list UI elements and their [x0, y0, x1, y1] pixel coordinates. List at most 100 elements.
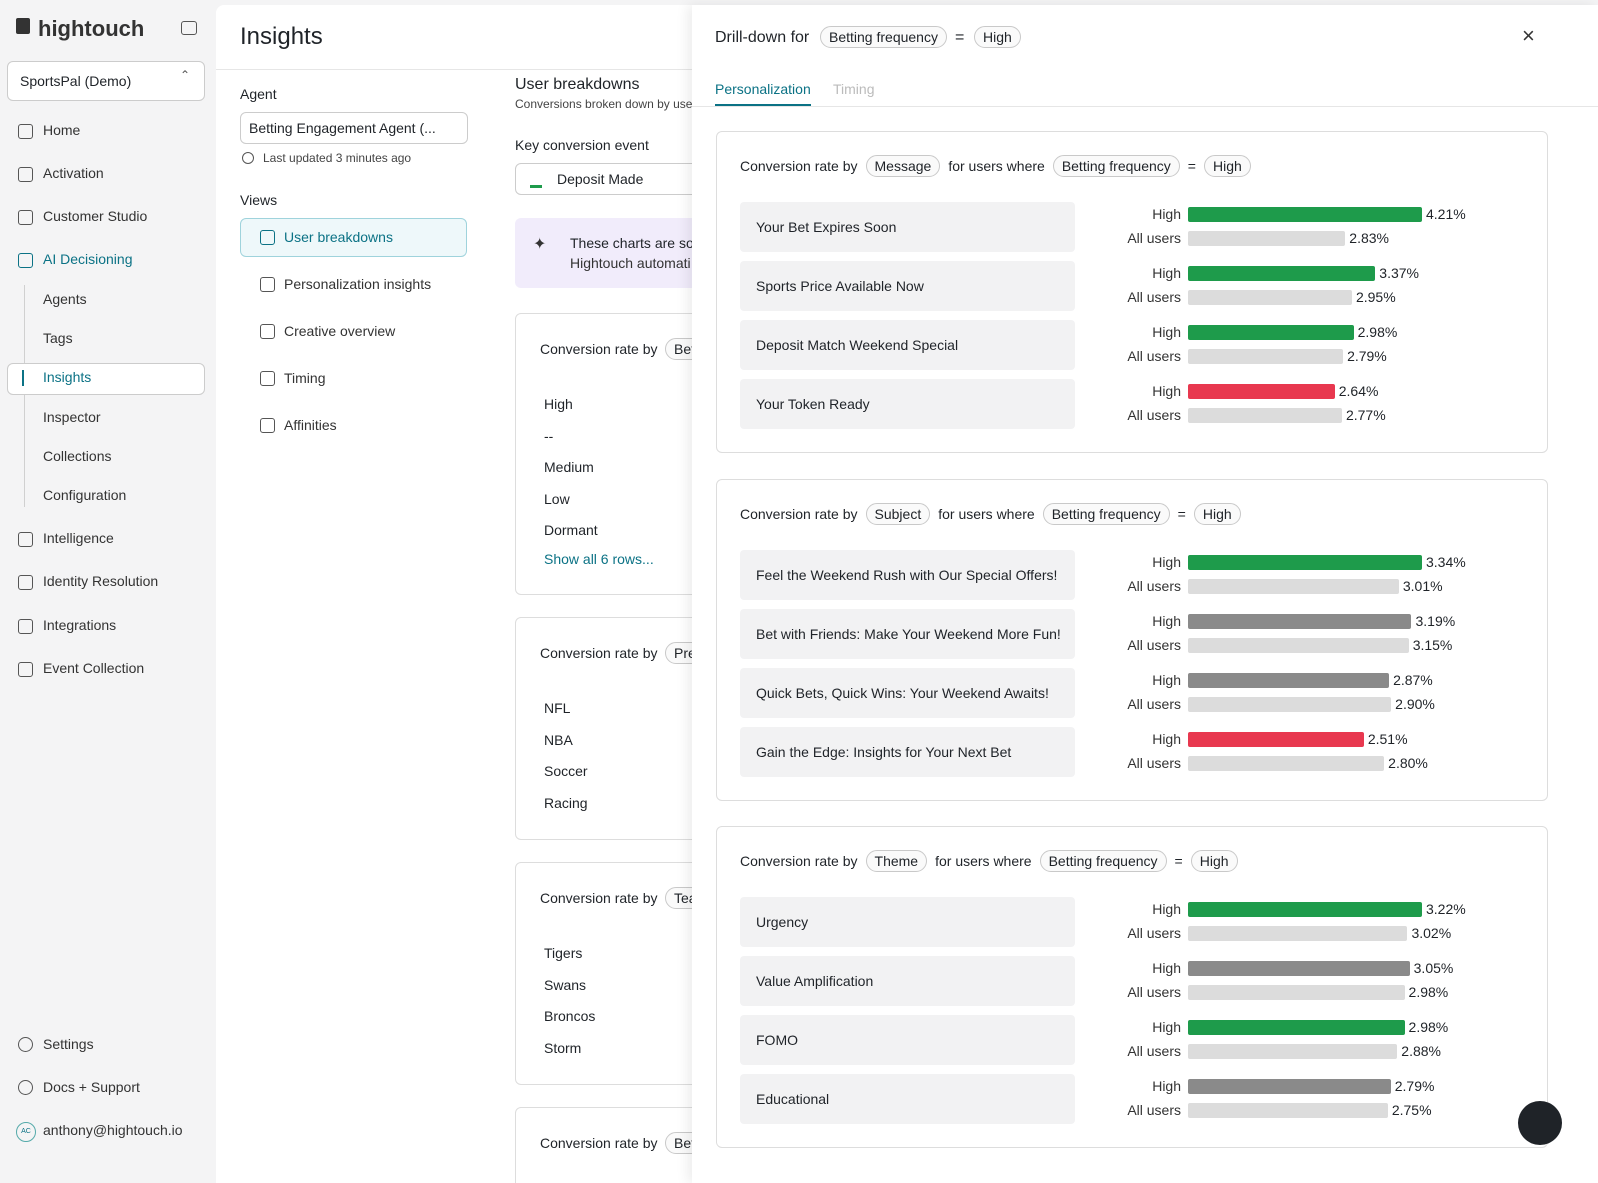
bar — [1188, 637, 1409, 653]
card-row: Tigers — [544, 945, 583, 961]
logo: hightouch — [38, 16, 145, 41]
view-item[interactable]: User breakdowns — [284, 229, 393, 245]
view-selected — [240, 218, 467, 257]
section-subtitle: Conversions broken down by user — [515, 97, 697, 111]
last-updated: Last updated 3 minutes ago — [263, 151, 412, 165]
nav-item[interactable]: Intelligence — [43, 530, 114, 546]
chip: High — [1190, 850, 1238, 872]
bar-name: High — [1152, 553, 1181, 570]
view-item[interactable]: Personalization insights — [284, 276, 432, 292]
bar — [1188, 731, 1364, 747]
item-label-box: Sports Price Available Now — [740, 261, 1075, 311]
card-row: Broncos — [544, 1008, 596, 1024]
nav-item[interactable]: Customer Studio — [43, 208, 148, 224]
breakdown-card: Conversion rate by Tea Tigers Swans Broncos S… — [515, 862, 757, 1085]
icon — [18, 1037, 33, 1052]
operator: = — [1187, 158, 1196, 174]
view-item[interactable]: Timing — [284, 370, 326, 386]
bar-value: 2.98% — [1357, 324, 1398, 340]
bar-value: 2.90% — [1395, 695, 1435, 712]
bar — [1188, 554, 1422, 570]
subnav-item[interactable]: Insights — [43, 369, 92, 385]
chevron: ⌃ — [180, 68, 193, 82]
header-text: Conversion rate by — [740, 158, 858, 174]
avatar: AC — [16, 1122, 36, 1142]
item-label-box: Value Amplification — [740, 956, 1075, 1006]
card-header: Conversion rate by Subject for users where… — [740, 502, 1241, 525]
bar — [1188, 349, 1344, 364]
card-header: Conversion rate by Message for users where… — [740, 155, 1251, 177]
nav-item[interactable]: Activation — [43, 165, 104, 181]
bar-name: High — [1152, 265, 1181, 281]
drawer-title: Drill-down for — [715, 29, 810, 46]
item-label: Educational — [756, 1091, 830, 1107]
icon — [18, 619, 33, 634]
user-email[interactable]: anthony@hightouch.io — [43, 1122, 183, 1138]
nav-item[interactable]: Integrations — [43, 617, 117, 633]
operator: = — [955, 29, 965, 46]
tab-divider — [692, 106, 1598, 107]
bar-value: 2.51% — [1367, 730, 1408, 747]
show-more-link[interactable]: Show all 6 rows... — [544, 551, 654, 567]
bar-name: All users — [1127, 925, 1181, 941]
tab[interactable]: Timing — [833, 81, 875, 97]
header-text: for users where — [935, 853, 1032, 869]
item-label: Your Token Ready — [756, 396, 870, 412]
footer-item[interactable]: Docs + Support — [43, 1079, 140, 1095]
bar-value: 2.75% — [1391, 1102, 1432, 1118]
footer-item[interactable]: Settings — [43, 1036, 94, 1052]
card-row: NFL — [544, 700, 571, 716]
item-label-box: Bet with Friends: Make Your Weekend More… — [740, 608, 1075, 659]
item-label-box: Deposit Match Weekend Special — [740, 320, 1075, 370]
header-text: Conversion rate by — [740, 505, 858, 522]
chat-button[interactable] — [1518, 1101, 1562, 1145]
item-label: Bet with Friends: Make Your Weekend More… — [756, 625, 1061, 642]
subnav-item[interactable]: Agents — [43, 291, 87, 307]
view-item[interactable]: Creative overview — [284, 323, 396, 339]
item-label-box: Quick Bets, Quick Wins: Your Weekend Awa… — [740, 667, 1075, 718]
bar-value: 2.79% — [1394, 1078, 1435, 1094]
icon — [260, 324, 275, 339]
nav-item[interactable]: AI Decisioning — [43, 251, 133, 267]
bar — [1188, 408, 1342, 423]
view-item[interactable]: Affinities — [284, 417, 337, 433]
nav-item[interactable]: Identity Resolution — [43, 573, 159, 589]
conversion-card: Conversion rate by Subject for users where… — [716, 478, 1548, 801]
collapse-button[interactable] — [181, 21, 197, 35]
subnav-item[interactable]: Inspector — [43, 409, 101, 425]
card-title: Conversion rate by — [540, 1135, 658, 1151]
views-label: Views — [240, 192, 278, 208]
card-row: Medium — [544, 459, 594, 475]
bar — [1188, 985, 1405, 1000]
bar-value: 2.80% — [1388, 754, 1428, 771]
workspace-name: SportsPal (Demo) — [20, 73, 132, 89]
nav-item[interactable]: Home — [43, 122, 81, 138]
bar-name: High — [1152, 383, 1181, 399]
icon — [18, 167, 33, 182]
bar — [1188, 961, 1410, 976]
bar — [1188, 755, 1385, 771]
bar-name: All users — [1127, 230, 1181, 246]
bar-value: 2.95% — [1355, 289, 1396, 305]
close-button[interactable]: × — [1522, 23, 1535, 48]
nav-item[interactable]: Event Collection — [43, 660, 145, 676]
icon — [18, 124, 33, 139]
icon — [18, 253, 33, 268]
agent-select[interactable]: Betting Engagement Agent (... — [240, 112, 468, 144]
bar-value: 2.98% — [1408, 984, 1449, 1000]
chip: Betting frequency — [1052, 155, 1180, 177]
workspace-select[interactable]: SportsPal (Demo) ⌃ — [7, 61, 205, 101]
subnav-item[interactable]: Collections — [43, 448, 112, 464]
bar-value: 3.02% — [1411, 925, 1452, 941]
subnav-item[interactable]: Tags — [43, 330, 73, 346]
subnav-item[interactable]: Configuration — [43, 487, 127, 503]
nav-selected — [7, 363, 205, 395]
bar — [1188, 384, 1335, 399]
card-row: Low — [544, 490, 570, 507]
chip: Subject — [865, 502, 931, 525]
icon — [260, 371, 275, 386]
bar-name: All users — [1127, 348, 1181, 364]
clock-icon — [242, 152, 254, 164]
tab[interactable]: Personalization — [715, 81, 811, 106]
